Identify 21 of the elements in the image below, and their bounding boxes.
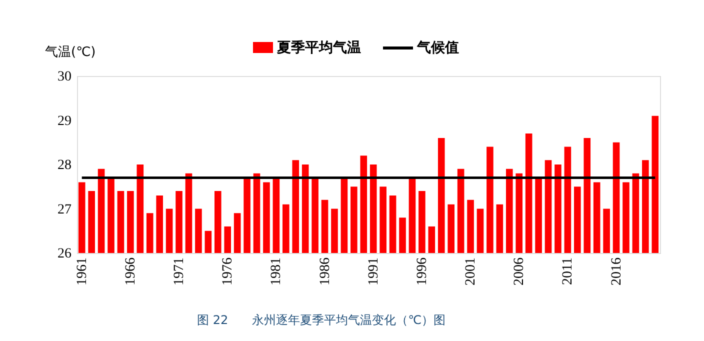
x-tick-label: 1981 xyxy=(269,258,284,286)
x-tick-label: 2006 xyxy=(512,258,528,286)
legend-label: 夏季平均气温 xyxy=(276,39,361,56)
x-tick-label: 2011 xyxy=(560,258,576,285)
x-tick-label: 1966 xyxy=(123,258,138,286)
y-tick-label: 29 xyxy=(58,114,72,129)
y-tick-label: 26 xyxy=(58,246,72,262)
x-tick-label: 1991 xyxy=(366,258,382,286)
legend-label: 气候值 xyxy=(416,40,459,56)
caption: 图 22 永州逐年夏季平均气温变化（℃）图 xyxy=(197,313,446,327)
x-tick-label: 1976 xyxy=(220,258,236,286)
x-tick-label: 2001 xyxy=(464,258,479,286)
x-tick-label: 1971 xyxy=(172,258,188,286)
x-tick-label: 1986 xyxy=(318,258,333,286)
y-tick-label: 27 xyxy=(58,202,72,218)
y-axis-title: 气温(℃) xyxy=(45,45,96,60)
x-tick-label: 1996 xyxy=(414,258,430,286)
y-tick-label: 28 xyxy=(58,158,72,173)
x-tick-label: 1961 xyxy=(74,258,90,286)
x-tick-label: 2016 xyxy=(609,258,624,286)
y-tick-label: 30 xyxy=(58,70,72,84)
